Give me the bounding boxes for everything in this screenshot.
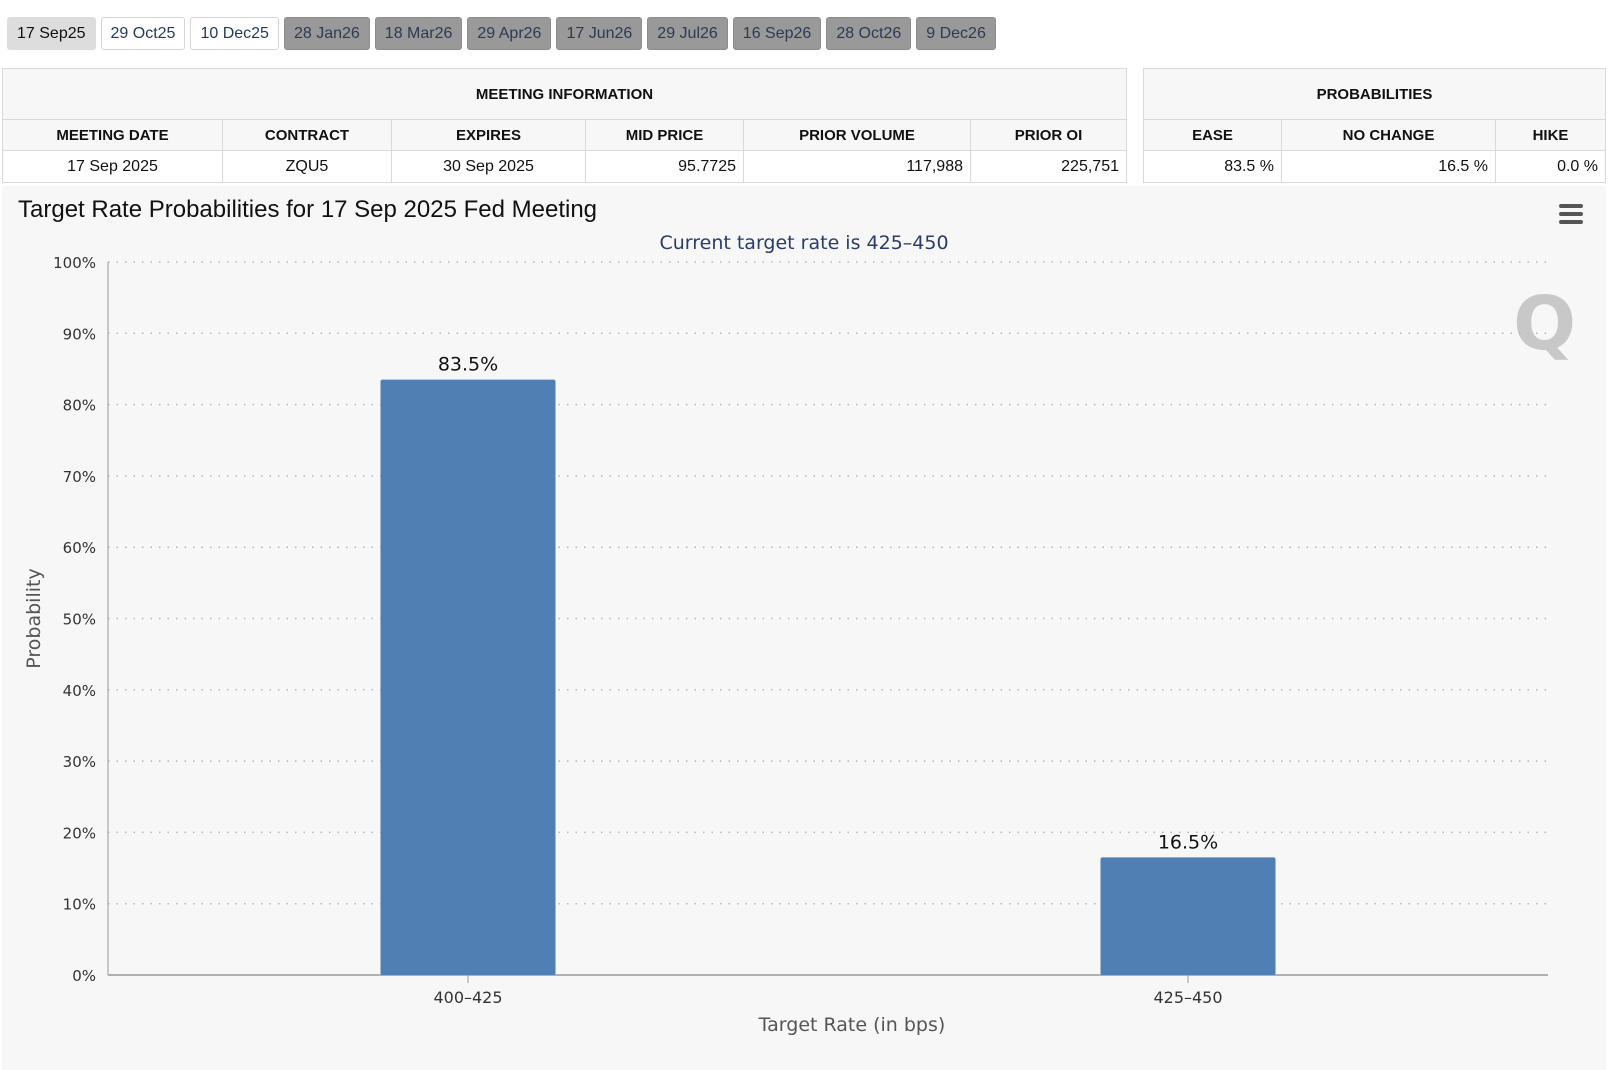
probabilities-header: PROBABILITIES xyxy=(1143,68,1606,120)
meeting-information-table: MEETING INFORMATION MEETING DATE CONTRAC… xyxy=(2,68,1127,183)
y-tick-label: 0% xyxy=(72,967,96,985)
y-tick-label: 100% xyxy=(53,254,96,272)
y-tick-label: 90% xyxy=(63,325,96,343)
tab-28-jan26[interactable]: 28 Jan26 xyxy=(283,17,370,50)
col-ease: EASE xyxy=(1143,119,1282,151)
y-tick-label: 10% xyxy=(63,896,96,914)
col-expires: EXPIRES xyxy=(391,119,586,151)
mid-price-value: 95.7725 xyxy=(585,150,744,183)
x-tick-label: 400–425 xyxy=(433,988,502,1007)
y-tick-label: 50% xyxy=(63,611,96,629)
x-axis-title: Target Rate (in bps) xyxy=(758,1014,946,1036)
watermark-logo: Q xyxy=(1513,281,1576,367)
expires-value: 30 Sep 2025 xyxy=(391,150,586,183)
tab-10-dec25[interactable]: 10 Dec25 xyxy=(190,17,279,50)
y-axis-title: Probability xyxy=(23,568,45,668)
tab-9-dec26[interactable]: 9 Dec26 xyxy=(916,17,996,50)
y-tick-label: 70% xyxy=(63,468,96,486)
contract-value: ZQU5 xyxy=(222,150,392,183)
col-meeting-date: MEETING DATE xyxy=(2,119,223,151)
y-tick-label: 80% xyxy=(63,397,96,415)
col-no-change: NO CHANGE xyxy=(1281,119,1496,151)
chart-subtitle: Current target rate is 425–450 xyxy=(659,232,949,254)
prior-volume-value: 117,988 xyxy=(743,150,971,183)
hamburger-menu-icon[interactable] xyxy=(1559,204,1583,226)
tab-16-sep26[interactable]: 16 Sep26 xyxy=(732,17,822,50)
col-prior-oi: PRIOR OI xyxy=(970,119,1127,151)
data-label: 16.5% xyxy=(1158,831,1218,853)
col-contract: CONTRACT xyxy=(222,119,392,151)
bar-400–425 xyxy=(380,379,556,975)
ease-value: 83.5 % xyxy=(1143,150,1282,183)
hike-value: 0.0 % xyxy=(1495,150,1606,183)
tab-29-oct25[interactable]: 29 Oct25 xyxy=(100,17,186,50)
bar-425–450 xyxy=(1100,857,1276,975)
col-hike: HIKE xyxy=(1495,119,1606,151)
tab-28-oct26[interactable]: 28 Oct26 xyxy=(826,17,912,50)
meeting-date-value: 17 Sep 2025 xyxy=(2,150,223,183)
tab-17-sep25[interactable]: 17 Sep25 xyxy=(7,17,96,50)
y-tick-label: 30% xyxy=(63,753,96,771)
bar-chart: 0% 10% 20% 30% 40% 50% 60% 70% 80% 90% 100% 83.5% 40… xyxy=(23,254,1548,1036)
tab-17-jun26[interactable]: 17 Jun26 xyxy=(556,17,643,50)
prior-oi-value: 225,751 xyxy=(970,150,1127,183)
tab-18-mar26[interactable]: 18 Mar26 xyxy=(374,17,463,50)
probabilities-table: PROBABILITIES EASE NO CHANGE HIKE 83.5 %… xyxy=(1143,68,1606,183)
chart-title: Target Rate Probabilities for 17 Sep 202… xyxy=(18,196,598,223)
meeting-tabs: 17 Sep25 29 Oct25 10 Dec25 28 Jan26 18 Mar26… xyxy=(7,17,996,52)
chart-panel: Target Rate Probabilities for 17 Sep 202… xyxy=(2,186,1606,1070)
data-label: 83.5% xyxy=(438,354,498,376)
meeting-information-header: MEETING INFORMATION xyxy=(2,68,1127,120)
col-prior-volume: PRIOR VOLUME xyxy=(743,119,971,151)
tab-29-jul26[interactable]: 29 Jul26 xyxy=(647,17,728,50)
tab-29-apr26[interactable]: 29 Apr26 xyxy=(467,17,552,50)
y-tick-label: 40% xyxy=(63,682,96,700)
y-tick-label: 60% xyxy=(63,539,96,557)
no-change-value: 16.5 % xyxy=(1281,150,1496,183)
col-mid-price: MID PRICE xyxy=(585,119,744,151)
x-tick-label: 425–450 xyxy=(1153,988,1222,1007)
y-tick-label: 20% xyxy=(63,824,96,842)
